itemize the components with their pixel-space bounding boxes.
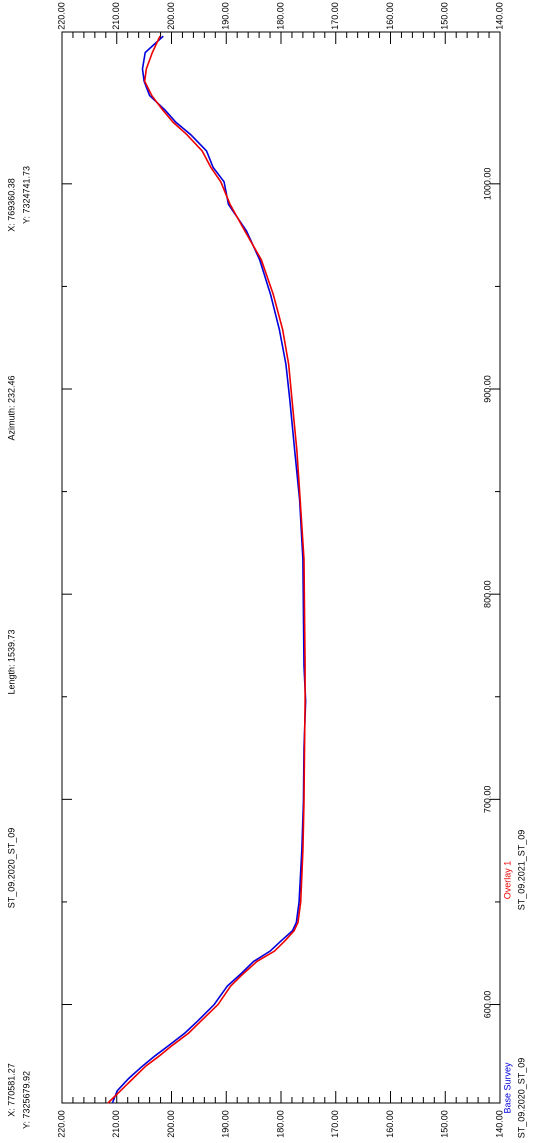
- profile-line: [111, 35, 307, 1104]
- y-tick-label: 150.00: [440, 1110, 450, 1138]
- annotation: Azimuth: 232.46: [6, 375, 16, 440]
- x-tick-label: 1000.00: [482, 168, 492, 201]
- y-tick-label: 170.00: [330, 2, 340, 30]
- y-tick-label: 170.00: [330, 1110, 340, 1138]
- y-tick-label: 220.00: [56, 1110, 66, 1138]
- legend-entry: ST_09.2021_ST_09: [516, 830, 526, 911]
- profile-line: [107, 35, 306, 1104]
- y-tick-label: 140.00: [494, 2, 504, 30]
- y-tick-label: 140.00: [494, 1110, 504, 1138]
- annotation: X: 769360.38: [6, 178, 16, 232]
- y-tick-label: 210.00: [111, 2, 121, 30]
- annotation: X: 770581.27: [6, 1063, 16, 1117]
- annotation: Length: 1539.73: [6, 629, 16, 694]
- x-tick-label: 700.00: [482, 786, 492, 814]
- annotation: ST_09.2020_ST_09: [6, 828, 16, 909]
- legend-entry: ST_09.2020_ST_09: [516, 1058, 526, 1139]
- y-tick-label: 180.00: [275, 2, 285, 30]
- y-tick-label: 160.00: [385, 1110, 395, 1138]
- y-tick-label: 210.00: [111, 1110, 121, 1138]
- y-tick-label: 200.00: [166, 2, 176, 30]
- x-tick-label: 800.00: [482, 580, 492, 608]
- y-tick-label: 190.00: [221, 2, 231, 30]
- legend-label: Overlay 1: [502, 861, 512, 900]
- annotation: Y: 7324741.73: [21, 166, 31, 224]
- x-tick-label: 900.00: [482, 375, 492, 403]
- y-tick-label: 190.00: [221, 1110, 231, 1138]
- y-tick-label: 160.00: [385, 2, 395, 30]
- legend-label: Base Survey: [502, 1062, 512, 1114]
- y-tick-label: 220.00: [56, 2, 66, 30]
- x-tick-label: 600.00: [482, 991, 492, 1019]
- annotation: Y: 7325679.92: [21, 1071, 31, 1129]
- y-tick-label: 180.00: [275, 1110, 285, 1138]
- y-tick-label: 200.00: [166, 1110, 176, 1138]
- y-tick-label: 150.00: [440, 2, 450, 30]
- plot-frame: [61, 31, 501, 1104]
